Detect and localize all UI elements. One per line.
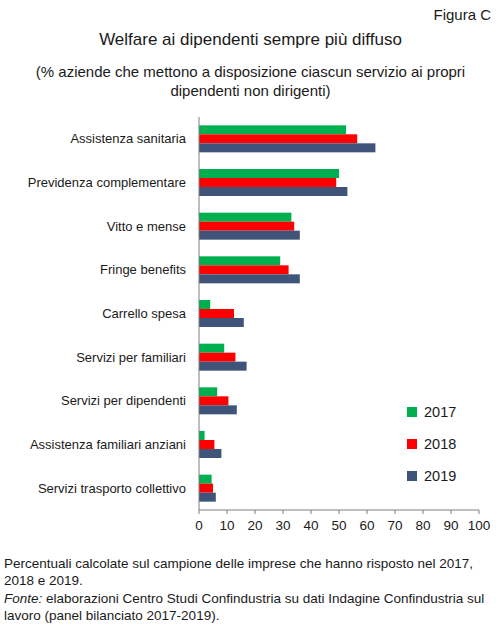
bar <box>199 344 224 353</box>
bar <box>199 475 212 484</box>
legend-label: 2019 <box>424 468 456 484</box>
legend-label: 2018 <box>424 436 456 452</box>
x-tick <box>255 510 256 514</box>
x-tick <box>451 510 452 514</box>
x-tick <box>479 510 480 514</box>
bar <box>199 213 291 222</box>
note: Percentuali calcolate sul campione delle… <box>4 555 496 589</box>
x-tick <box>283 510 284 514</box>
x-tick-label: 10 <box>219 518 234 533</box>
source-text: elaborazioni Centro Studi Confindustria … <box>4 591 484 623</box>
title: Welfare ai dipendenti sempre più diffuso <box>0 30 501 50</box>
bar <box>199 362 247 371</box>
bar <box>199 265 289 274</box>
x-tick-label: 100 <box>468 518 491 533</box>
chart: 0 10 20 30 40 50 60 70 80 90 100 Assistenza sanitar… <box>0 0 501 641</box>
bar <box>199 222 294 231</box>
bar <box>199 256 280 265</box>
bar <box>199 440 214 449</box>
bars <box>199 125 375 501</box>
bar <box>199 396 228 405</box>
bar <box>199 125 346 134</box>
legend-swatch <box>407 439 417 449</box>
x-tick-label: 0 <box>195 518 203 533</box>
bar <box>199 169 339 178</box>
bar <box>199 143 375 152</box>
bar <box>199 318 244 327</box>
x-tick-label: 50 <box>331 518 346 533</box>
x-tick <box>423 510 424 514</box>
x-tick-label: 80 <box>415 518 430 533</box>
bar <box>199 431 205 440</box>
subtitle: (% aziende che mettono a disposizione ci… <box>10 62 491 100</box>
legend-swatch <box>407 407 417 417</box>
x-tick <box>199 510 200 514</box>
bar <box>199 405 237 414</box>
legend-label: 2017 <box>424 404 456 420</box>
category-label: Carrello spesa <box>102 306 187 321</box>
bar <box>199 187 347 196</box>
bar <box>199 309 234 318</box>
bar <box>199 300 210 309</box>
category-label: Fringe benefits <box>100 262 186 277</box>
bar <box>199 178 336 187</box>
category-label: Assistenza familiari anziani <box>30 437 186 452</box>
category-label: Vitto e mense <box>107 219 186 234</box>
bar <box>199 231 300 240</box>
x-tick-label: 30 <box>275 518 290 533</box>
category-label: Servizi per dipendenti <box>61 393 186 408</box>
bar <box>199 449 221 458</box>
category-label: Servizi per familiari <box>76 350 186 365</box>
x-tick <box>227 510 228 514</box>
legend: 2017 2018 2019 <box>407 404 456 484</box>
source: Fonte: elaborazioni Centro Studi Confind… <box>4 590 496 624</box>
x-tick-label: 20 <box>247 518 262 533</box>
category-label: Assistenza sanitaria <box>70 131 186 146</box>
source-label: Fonte: <box>4 591 42 606</box>
category-label: Servizi trasporto collettivo <box>38 481 186 496</box>
category-label: Previdenza complementare <box>28 175 186 190</box>
bar <box>199 387 217 396</box>
bar <box>199 353 235 362</box>
bar <box>199 493 216 502</box>
bar <box>199 134 357 143</box>
y-axis-line <box>199 117 200 510</box>
figure-label: Figura C <box>433 6 491 23</box>
x-tick <box>395 510 396 514</box>
bar <box>199 274 300 283</box>
legend-swatch <box>407 471 417 481</box>
x-tick <box>339 510 340 514</box>
x-tick <box>311 510 312 514</box>
x-tick-label: 40 <box>303 518 318 533</box>
x-tick <box>367 510 368 514</box>
x-tick-label: 70 <box>387 518 402 533</box>
bar <box>199 484 213 493</box>
x-tick-label: 60 <box>359 518 374 533</box>
x-tick-label: 90 <box>443 518 458 533</box>
